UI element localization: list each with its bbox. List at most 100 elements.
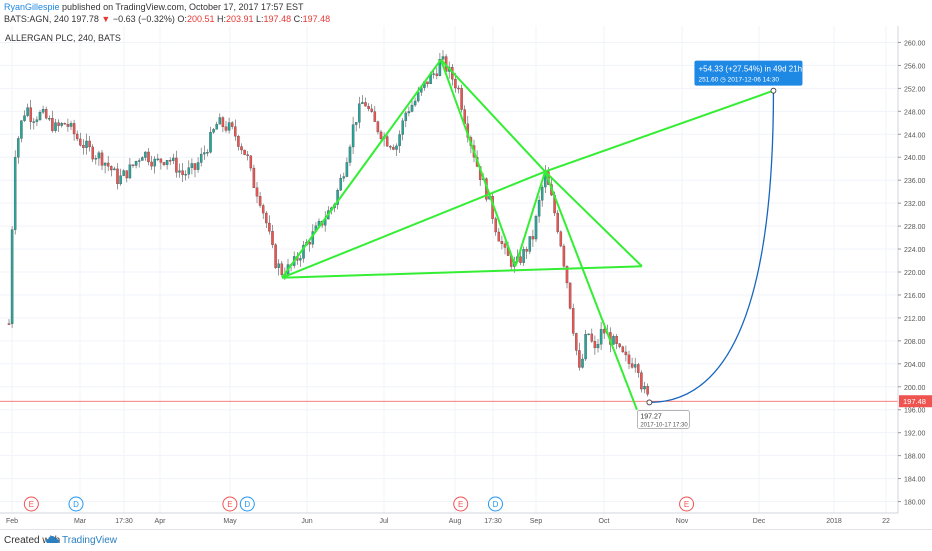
pattern-line[interactable] [439, 59, 517, 267]
pattern-line[interactable] [281, 59, 442, 279]
candle-body [113, 168, 116, 171]
candle-body [618, 343, 621, 347]
current-price-label: 197.48 [903, 397, 926, 406]
projection-arc[interactable] [649, 90, 775, 404]
candle-body [354, 122, 358, 125]
pattern-line[interactable] [514, 171, 547, 267]
candle-body [88, 140, 91, 148]
event-marker-letter: D [244, 500, 250, 509]
projection-end-point[interactable] [770, 87, 777, 94]
time-axis[interactable]: Feb Mar 17:30 Apr May Jun Jul Aug 17:30 Sep Oct Nov… [0, 512, 898, 525]
candle-body [82, 145, 85, 148]
candle-body [144, 151, 147, 158]
candle-body [94, 158, 98, 160]
candle-body [85, 140, 88, 148]
candle-body [342, 176, 346, 179]
candle-body [540, 186, 544, 201]
candle-body [227, 122, 231, 131]
price-tick-label: 244.00 [904, 132, 926, 139]
candle-body [35, 119, 39, 122]
candle-body [308, 242, 311, 245]
dividend-marker[interactable] [68, 496, 84, 512]
price-tick-label: 228.00 [904, 224, 926, 231]
candle-body [640, 372, 643, 390]
event-marker-letter: E [227, 500, 232, 509]
candle-body [7, 323, 11, 325]
earnings-marker[interactable] [23, 496, 39, 512]
candle-body [401, 120, 404, 135]
candle-body [156, 158, 160, 161]
price-axis[interactable]: 180.00 184.00 188.00 192.00 196.00 200.00 204.… [897, 26, 932, 513]
time-tick-label: 17:30 [484, 518, 502, 525]
pattern-lines[interactable] [281, 59, 774, 411]
earnings-marker[interactable] [453, 496, 469, 512]
time-tick-label: 2018 [826, 518, 842, 525]
candle-body [494, 218, 497, 233]
projection-change-label: +54.33 (+27.54%) in 49d 21h [698, 65, 802, 74]
candle-body [103, 162, 107, 166]
candle-body [106, 162, 110, 167]
candle-body [348, 146, 352, 163]
candle-body [255, 187, 259, 197]
down-arrow-icon: ▼ [101, 14, 111, 24]
candle-body [416, 92, 420, 102]
candle-body [165, 160, 169, 165]
candle-body [230, 122, 234, 127]
candle-body [209, 132, 212, 153]
candle-body [581, 358, 584, 368]
candle-body [72, 123, 76, 135]
candle-body [199, 153, 203, 163]
price-tick-label: 200.00 [904, 385, 926, 392]
candle-body [575, 333, 578, 351]
pattern-line[interactable] [544, 170, 643, 267]
author-link[interactable]: RyanGillespie [4, 2, 60, 12]
candle-body [590, 333, 594, 342]
candle-body [128, 164, 132, 179]
candle-body [435, 73, 439, 76]
event-marker-letter: E [684, 500, 689, 509]
earnings-marker[interactable] [679, 496, 695, 512]
pattern-line[interactable] [544, 89, 774, 173]
candle-body [351, 124, 355, 148]
pattern-line[interactable] [440, 59, 546, 173]
candle-body [497, 231, 501, 242]
projection-label-box [694, 60, 803, 86]
candle-body [633, 364, 637, 368]
time-tick-label: Sep [530, 518, 543, 525]
projection-start-point[interactable] [646, 399, 653, 406]
tradingview-brand[interactable]: TradingView [62, 535, 118, 546]
tradingview-cloud-icon [46, 536, 59, 543]
dividend-marker[interactable] [487, 496, 503, 512]
time-tick-label: Feb [6, 518, 18, 525]
candle-body [367, 105, 370, 110]
pattern-line[interactable] [544, 171, 638, 411]
candle-body [602, 329, 606, 334]
candle-body [587, 333, 590, 336]
candle-body [627, 354, 631, 364]
candle-body [63, 123, 67, 125]
candle-body [116, 168, 119, 185]
candle-body [137, 160, 141, 162]
projection-layer[interactable]: +54.33 (+27.54%) in 49d 21h 251.60 ◷ 2017… [637, 60, 803, 429]
event-marker-letter: E [29, 500, 34, 509]
candle-body [212, 129, 215, 133]
candle-body [79, 138, 82, 146]
candle-body [361, 102, 364, 104]
candle-body [162, 162, 166, 165]
candle-body [75, 133, 79, 140]
time-tick-label: Dec [753, 518, 766, 525]
candle-body [215, 124, 218, 130]
candle-body [299, 258, 302, 261]
dividend-marker[interactable] [239, 496, 255, 512]
candle-body [13, 157, 17, 230]
candle-body [32, 121, 36, 123]
candle-body [503, 243, 507, 248]
candle-body [302, 244, 305, 259]
price-chart[interactable]: ALLERGAN PLC, 240, BATS +54.33 (+27.54%)… [0, 26, 932, 529]
candle-body [565, 266, 569, 284]
candle-body [395, 145, 398, 150]
earnings-marker[interactable] [222, 496, 238, 512]
pattern-line[interactable] [281, 170, 546, 279]
candle-body [38, 112, 42, 120]
